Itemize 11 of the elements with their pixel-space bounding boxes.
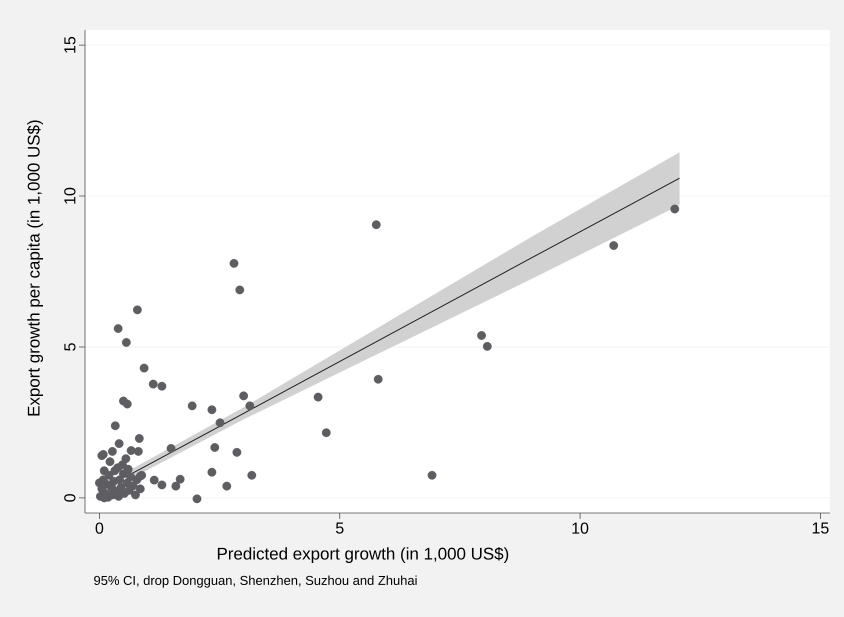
y-tick-label: 15 <box>64 36 76 53</box>
x-tick-label: 5 <box>336 522 344 534</box>
y-tick-label: 10 <box>64 188 76 204</box>
x-tick-label: 0 <box>96 522 104 534</box>
x-axis-title: Predicted export growth (in 1,000 US$) <box>218 546 508 564</box>
text: 95% CI, drop Dongguan, Shenzhen, Suzhou and Zhuhai <box>94 576 417 588</box>
y-tick-label: 5 <box>64 343 76 351</box>
y-tick-label: 0 <box>64 494 76 502</box>
x-tick-label: 10 <box>572 522 588 534</box>
x-tick-label: 15 <box>812 522 829 534</box>
y-axis-title: Export growth per capita (in 1,000 US$) <box>26 120 44 416</box>
